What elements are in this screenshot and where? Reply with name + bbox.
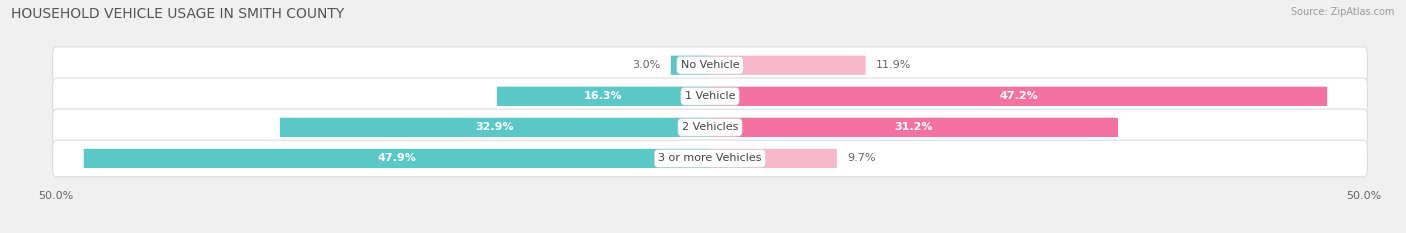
Text: 31.2%: 31.2% (894, 122, 934, 132)
FancyBboxPatch shape (710, 56, 866, 75)
Text: 1 Vehicle: 1 Vehicle (685, 91, 735, 101)
Text: HOUSEHOLD VEHICLE USAGE IN SMITH COUNTY: HOUSEHOLD VEHICLE USAGE IN SMITH COUNTY (11, 7, 344, 21)
Text: 9.7%: 9.7% (848, 154, 876, 163)
Text: 11.9%: 11.9% (876, 60, 911, 70)
FancyBboxPatch shape (280, 118, 710, 137)
Text: 16.3%: 16.3% (583, 91, 623, 101)
Text: No Vehicle: No Vehicle (681, 60, 740, 70)
FancyBboxPatch shape (671, 56, 710, 75)
FancyBboxPatch shape (52, 47, 1368, 84)
Text: 32.9%: 32.9% (475, 122, 515, 132)
Text: Source: ZipAtlas.com: Source: ZipAtlas.com (1291, 7, 1395, 17)
FancyBboxPatch shape (52, 109, 1368, 146)
FancyBboxPatch shape (52, 78, 1368, 115)
FancyBboxPatch shape (710, 87, 1327, 106)
FancyBboxPatch shape (496, 87, 710, 106)
FancyBboxPatch shape (710, 118, 1118, 137)
FancyBboxPatch shape (52, 140, 1368, 177)
Text: 47.9%: 47.9% (377, 154, 416, 163)
FancyBboxPatch shape (84, 149, 710, 168)
Text: 3 or more Vehicles: 3 or more Vehicles (658, 154, 762, 163)
Text: 3.0%: 3.0% (633, 60, 661, 70)
Text: 47.2%: 47.2% (1000, 91, 1038, 101)
Text: 2 Vehicles: 2 Vehicles (682, 122, 738, 132)
FancyBboxPatch shape (710, 149, 837, 168)
